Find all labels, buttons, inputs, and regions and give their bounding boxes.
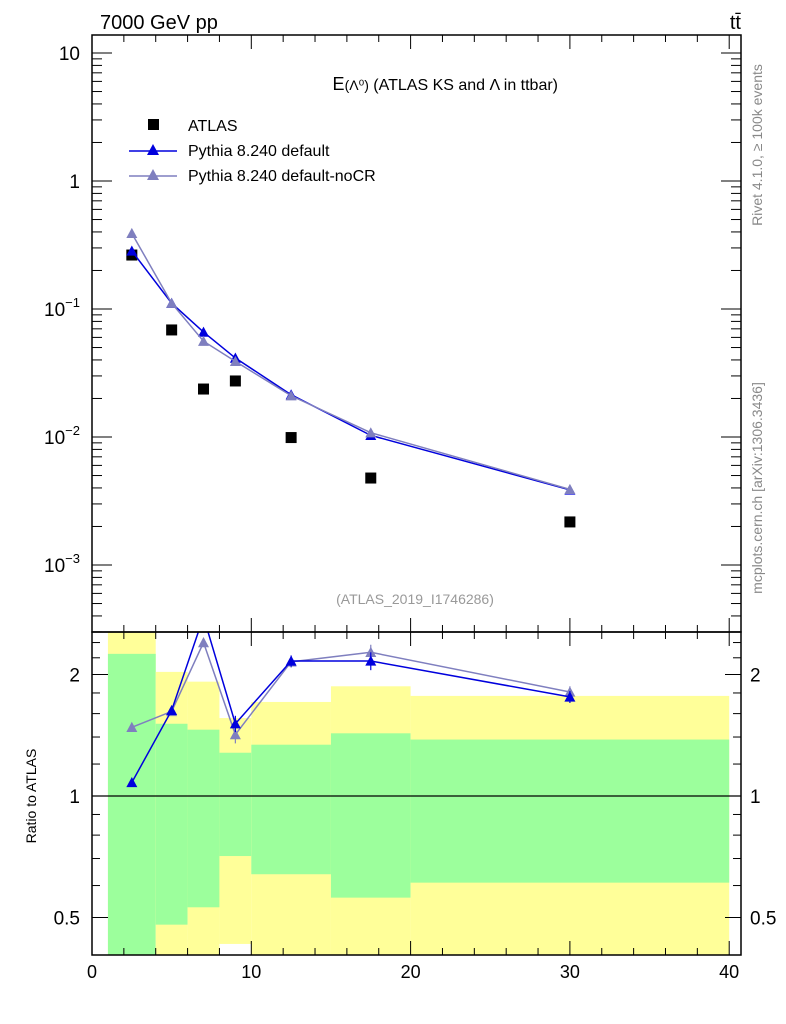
energy-label: 7000 GeV pp	[100, 12, 218, 34]
ratio-marker-default	[126, 777, 138, 788]
y-tick-label: 10	[59, 44, 80, 65]
legend: ATLAS Pythia 8.240 default Pythia 8.240 …	[129, 118, 376, 185]
band-inner	[410, 739, 730, 883]
marker-nocr	[166, 297, 178, 308]
plot-title: E(Λ⁰) (ATLAS KS and Λ in ttbar)	[333, 74, 558, 94]
series-line-default	[131, 250, 571, 491]
ratio-marker-default	[564, 691, 576, 702]
ratio-frame	[91, 631, 742, 956]
marker-nocr	[198, 335, 210, 346]
band-inner	[251, 744, 331, 875]
x-tick-label: 40	[719, 962, 739, 982]
legend-label-nocr: Pythia 8.240 default-noCR	[188, 168, 376, 185]
band-inner	[107, 653, 156, 955]
y-tick-label: 10−2	[44, 423, 80, 449]
marker-nocr	[564, 483, 576, 495]
data-point-atlas	[564, 516, 576, 528]
marker-default	[126, 245, 138, 256]
ratio-marker-nocr	[198, 637, 210, 648]
band-inner	[330, 733, 411, 898]
ratio-y-tick-label-left: 1	[69, 787, 80, 808]
ratio-marker-default	[285, 655, 297, 666]
ratio-plot-marks	[92, 611, 741, 797]
ratio-series-default	[126, 611, 576, 788]
band-inner	[219, 752, 252, 857]
ratio-axis-label: Ratio to ATLAS	[23, 749, 39, 844]
legend-marker-nocr	[147, 169, 159, 180]
rivet-version-label: Rivet 4.1.0, ≥ 100k events	[749, 64, 765, 226]
marker-default	[198, 326, 210, 337]
marker-nocr	[229, 355, 241, 367]
ratio-y-tick-label-left: 2	[69, 666, 80, 687]
marker-nocr	[365, 427, 377, 438]
x-tick-label: 0	[87, 962, 97, 982]
ratio-uncertainty-bands	[107, 632, 730, 955]
process-label: tt̄	[730, 12, 742, 34]
y-tick-label: 1	[69, 172, 80, 193]
ratio-marker-default	[166, 704, 178, 716]
data-point-atlas	[166, 324, 178, 336]
ratio-y-tick-label-left: 0.5	[54, 909, 80, 930]
marker-nocr	[126, 227, 138, 239]
y-tick-label: 10−1	[44, 295, 80, 321]
data-point-atlas	[229, 375, 241, 387]
ratio-y-tick-label-right: 0.5	[750, 909, 776, 930]
main-plot-marks	[126, 227, 576, 528]
y-tick-label: 10−3	[44, 551, 80, 577]
ratio-marker-default	[365, 655, 377, 666]
ratio-marker-default	[198, 611, 209, 621]
ratio-marker-nocr	[365, 646, 377, 657]
ratio-marker-nocr	[126, 721, 138, 732]
legend-marker-default	[147, 144, 159, 155]
ratio-marker-default	[229, 718, 241, 729]
legend-marker-atlas	[148, 119, 159, 130]
marker-nocr	[285, 390, 297, 401]
axes: 0 10 20 30 40 10 1 10−1 10−2 10−3 0.5 0.5 1 1 2 2	[44, 34, 776, 982]
ratio-y-tick-label-right: 1	[750, 787, 761, 808]
x-tick-label: 20	[401, 962, 421, 982]
legend-label-default: Pythia 8.240 default	[188, 143, 330, 160]
x-tick-label: 30	[560, 962, 580, 982]
legend-label-atlas: ATLAS	[188, 118, 238, 135]
ratio-y-tick-label-right: 2	[750, 666, 761, 687]
data-point-atlas	[365, 472, 377, 484]
data-point-atlas	[198, 383, 210, 395]
mcplots-label: mcplots.cern.ch [arXiv:1306.3436]	[749, 382, 765, 594]
band-inner	[155, 723, 188, 925]
data-point-atlas	[285, 432, 297, 444]
series-line-nocr	[131, 232, 571, 491]
band-inner	[187, 729, 220, 908]
analysis-id: (ATLAS_2019_I1746286)	[336, 591, 494, 607]
x-tick-label: 10	[241, 962, 261, 982]
ratio-marker-nocr	[229, 729, 241, 740]
